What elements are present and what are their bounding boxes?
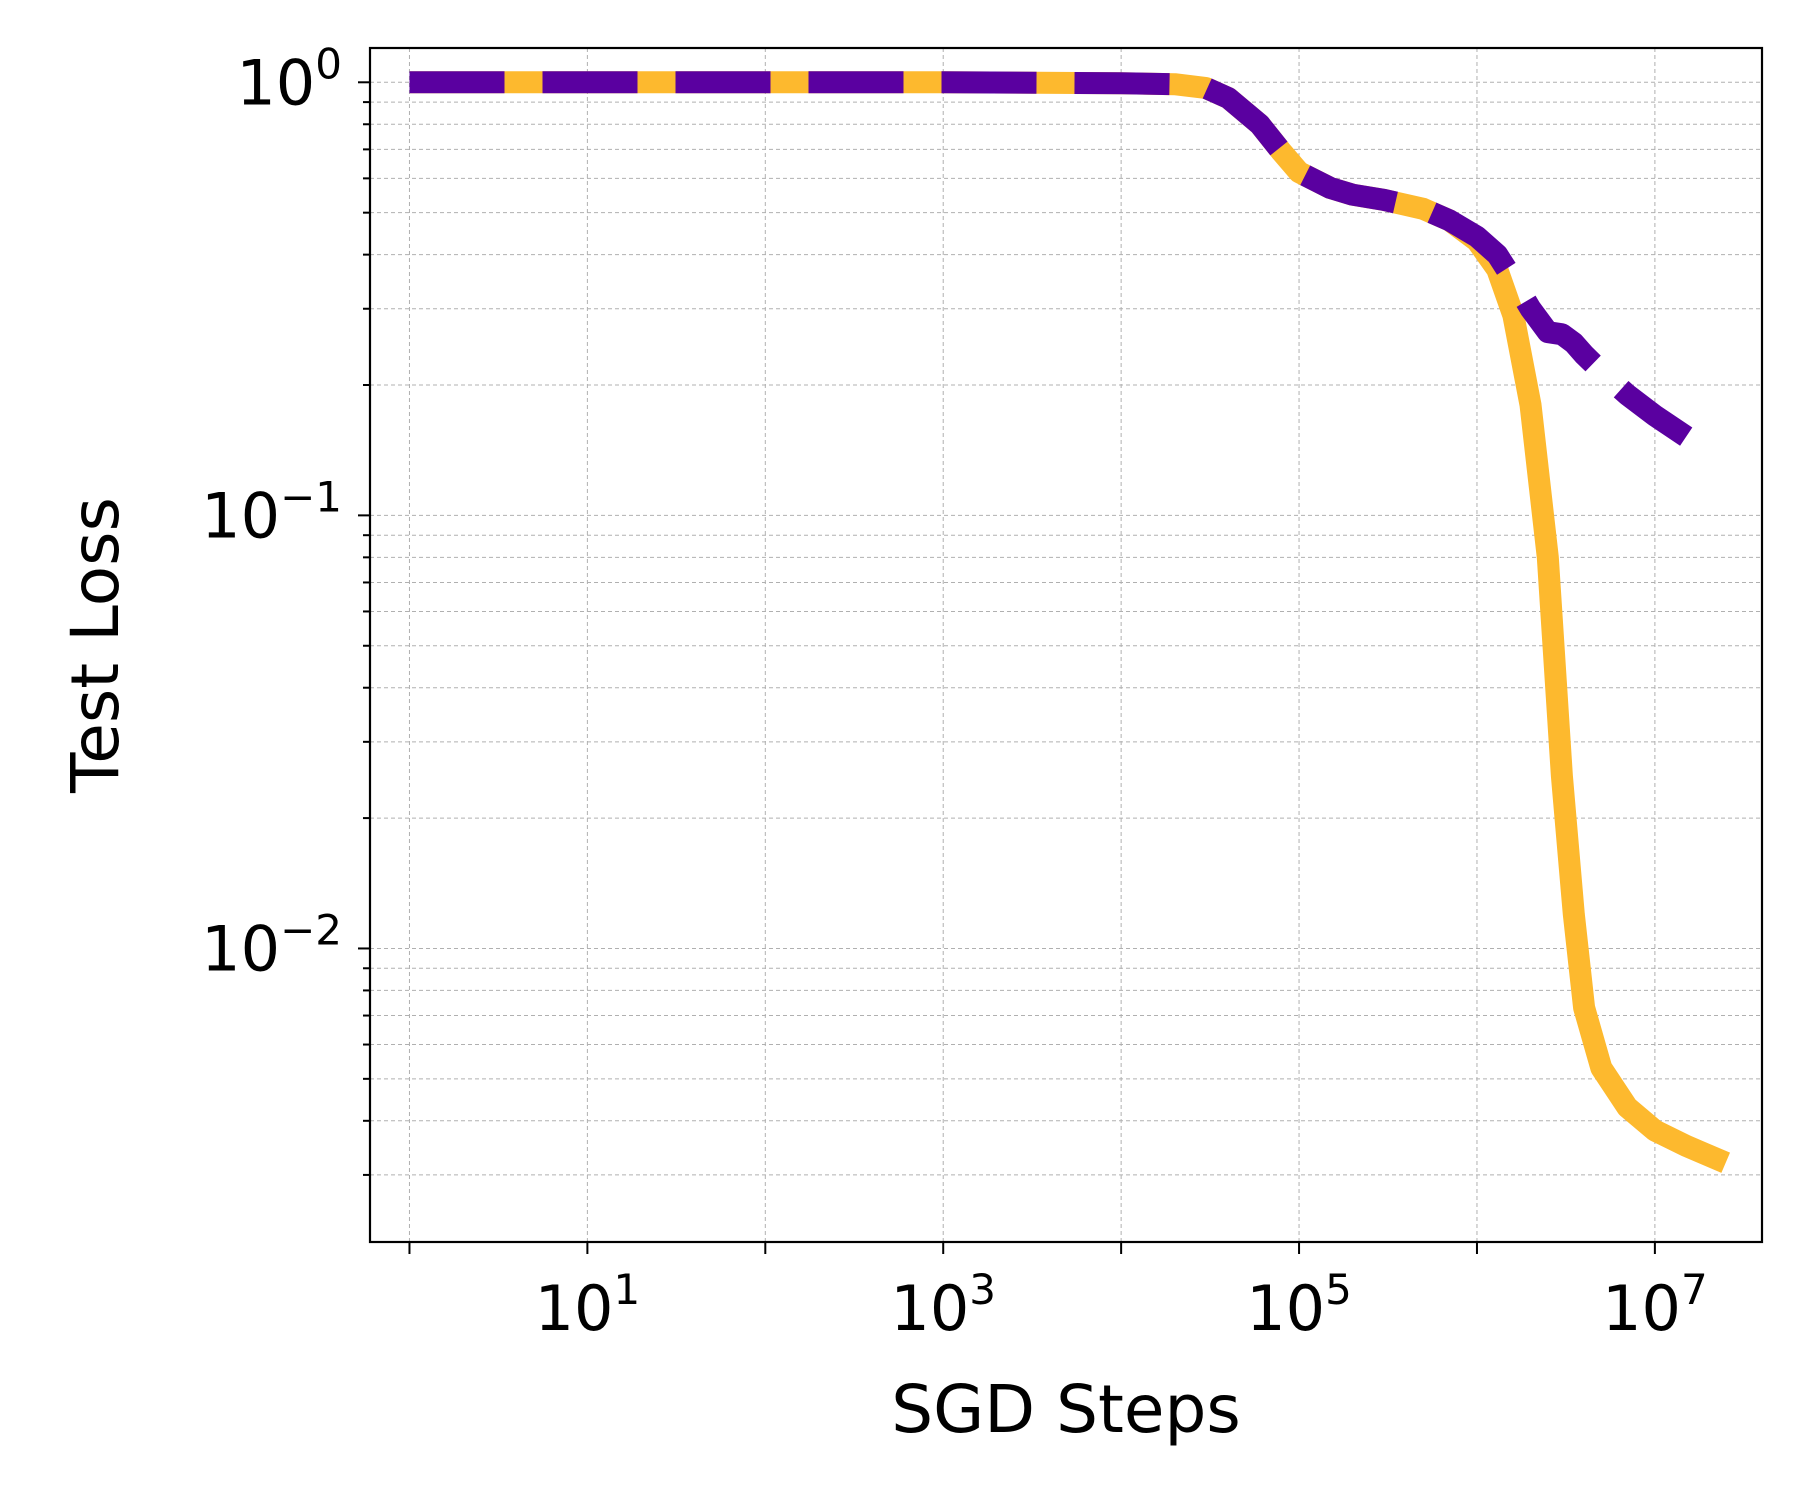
grid: [370, 48, 1762, 1242]
y-tick-label: 10−1: [201, 472, 342, 552]
x-tick-label: 105: [1246, 1265, 1352, 1345]
x-axis-label: SGD Steps: [891, 1371, 1241, 1448]
x-tick-label: 101: [535, 1265, 641, 1345]
y-axis-label: Test Loss: [57, 497, 134, 794]
y-tick-label: 100: [236, 39, 342, 119]
x-tick-label: 107: [1602, 1265, 1708, 1345]
x-tick-label: 103: [890, 1265, 996, 1345]
tick-labels: 101 103 105 107 100 10−1 10−2: [201, 39, 1708, 1345]
series-line-1: [409, 71, 1731, 1173]
y-tick-label: 10−2: [201, 905, 342, 985]
ticks: [358, 81, 1656, 1254]
series-line-2: [409, 71, 1693, 446]
series-layer: [409, 71, 1731, 1173]
